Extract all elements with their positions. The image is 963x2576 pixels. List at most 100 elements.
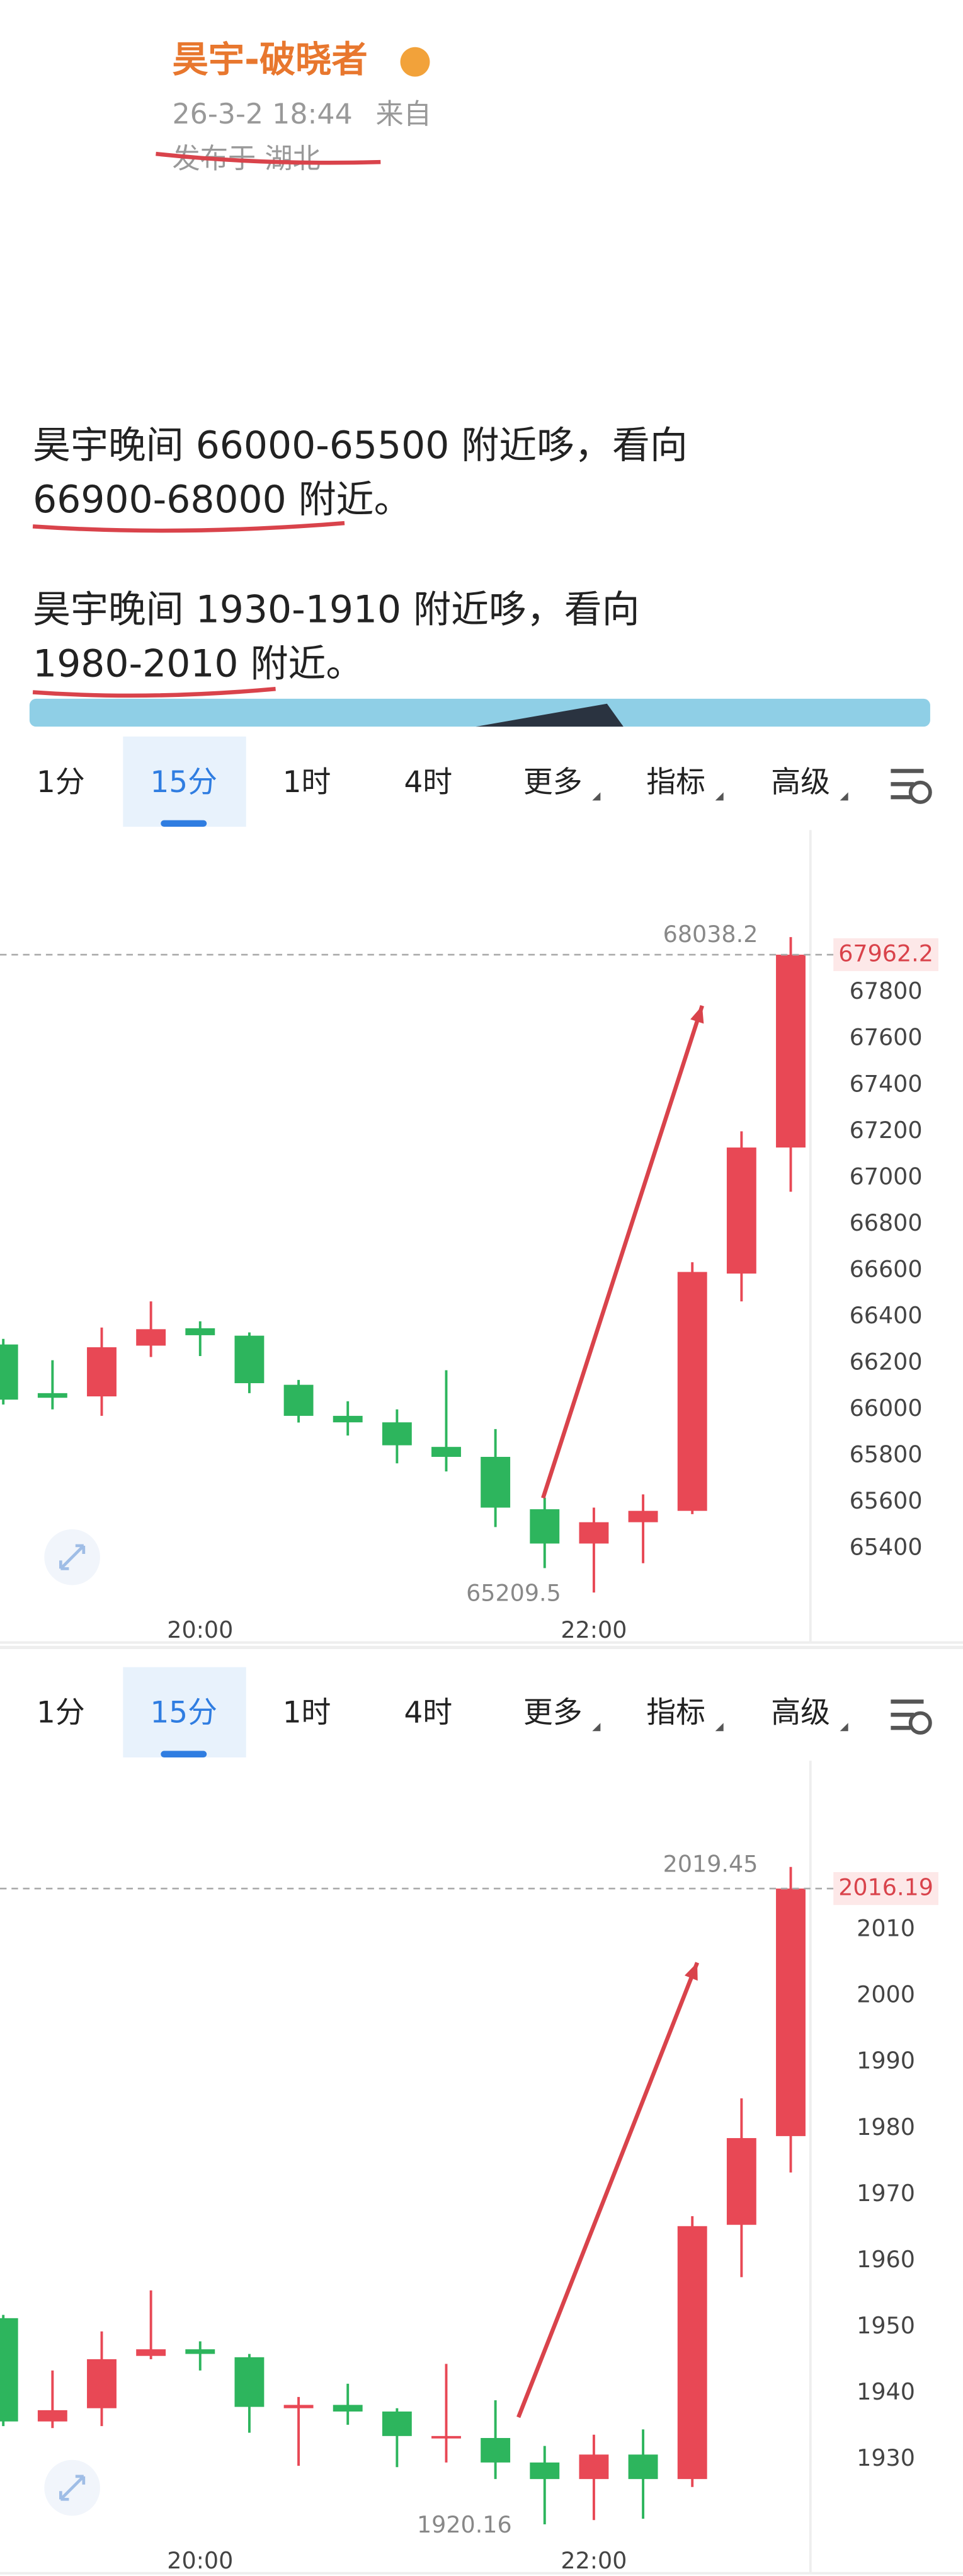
post-source: 来自 xyxy=(375,98,431,130)
settings-icon[interactable] xyxy=(891,769,924,800)
y-tick-label: 1940 xyxy=(857,2378,915,2405)
tab-selected-bg xyxy=(123,1667,246,1757)
tab[interactable]: 1分 xyxy=(37,1696,85,1730)
tab[interactable]: 高级 xyxy=(771,1696,830,1730)
candle-body xyxy=(431,2435,461,2439)
candle-body xyxy=(776,1889,806,2136)
y-tick-label: 67400 xyxy=(850,1070,923,1097)
tab[interactable]: 15分 xyxy=(150,765,217,800)
dropdown-caret xyxy=(592,1723,601,1732)
candle-body xyxy=(136,2349,166,2356)
y-tick-label: 1930 xyxy=(857,2444,915,2471)
post-line: 1980-2010 附近。 xyxy=(33,641,363,686)
strike xyxy=(156,151,381,165)
y-tick-label: 66800 xyxy=(850,1209,923,1236)
tab[interactable]: 指标 xyxy=(646,765,705,800)
x-tick-label: 22:00 xyxy=(561,1616,627,1643)
username[interactable]: 昊宇-破晓者 xyxy=(173,38,368,81)
y-tick-label: 67800 xyxy=(850,977,923,1004)
badge xyxy=(400,47,430,77)
expand-icon xyxy=(59,2475,86,2501)
underline xyxy=(32,687,276,698)
dropdown-caret xyxy=(715,792,724,801)
underline xyxy=(32,520,345,533)
settings-icon[interactable] xyxy=(891,1699,924,1730)
tab-indicator xyxy=(161,820,207,827)
y-tick-label: 1960 xyxy=(857,2246,915,2273)
candle-body xyxy=(579,1522,609,1544)
candle-body xyxy=(628,2454,658,2480)
max-price-label: 2019.45 xyxy=(663,1851,758,1878)
dropdown-caret xyxy=(715,1723,724,1732)
candle-body xyxy=(0,1344,18,1400)
candle-body xyxy=(382,2411,412,2436)
annotation-arrowhead xyxy=(684,1962,698,1981)
candle-body xyxy=(283,2405,314,2408)
y-tick-label: 67600 xyxy=(850,1024,923,1051)
post-line: 昊宇晚间 66000-65500 附近哆，看向 xyxy=(33,423,688,468)
candle-body xyxy=(382,1422,412,1446)
last-price-tag xyxy=(833,1872,938,1906)
candle-body xyxy=(234,2357,265,2407)
settings-icon-gear[interactable] xyxy=(908,1711,932,1735)
dropdown-caret xyxy=(840,792,848,801)
y-tick-label: 1970 xyxy=(857,2180,915,2207)
y-tick-label: 2010 xyxy=(857,1915,915,1942)
candle-body xyxy=(481,2438,511,2463)
image-detail xyxy=(476,703,624,727)
candle-body xyxy=(726,2138,756,2225)
tab[interactable]: 指标 xyxy=(646,1696,705,1730)
candle-body xyxy=(37,1393,67,1398)
min-price-label: 65209.5 xyxy=(466,1579,561,1606)
tab[interactable]: 1时 xyxy=(283,1696,331,1730)
min-price-label: 1920.16 xyxy=(417,2511,512,2538)
candle-body xyxy=(185,1328,215,1335)
candle-body xyxy=(579,2454,609,2480)
candle-body xyxy=(87,1347,117,1397)
tab[interactable]: 4时 xyxy=(404,1696,452,1730)
y-tick-label: 67000 xyxy=(850,1163,923,1190)
annotation-arrow xyxy=(516,1962,700,2418)
candle-body xyxy=(333,1415,363,1423)
tab-indicator xyxy=(161,1751,207,1757)
y-tick-label: 2000 xyxy=(857,1981,915,2008)
tab[interactable]: 1分 xyxy=(37,765,85,800)
last-price-tag xyxy=(833,938,938,972)
dropdown-caret xyxy=(840,1723,848,1732)
candle-body xyxy=(628,1510,658,1522)
candle-body xyxy=(726,1147,756,1274)
candle-body xyxy=(283,1384,314,1416)
tab[interactable]: 更多 xyxy=(523,1696,583,1730)
candle-body xyxy=(234,1335,265,1384)
candle-body xyxy=(481,1456,511,1508)
image-strip[interactable] xyxy=(29,698,930,727)
settings-icon-gear[interactable] xyxy=(908,780,932,804)
post-time: 26-3-2 18:44 xyxy=(173,98,353,130)
x-tick-label: 20:00 xyxy=(167,2547,233,2574)
tab[interactable]: 更多 xyxy=(523,765,583,800)
post-line: 66900-68000 附近。 xyxy=(33,478,411,522)
tab-selected-bg xyxy=(123,736,246,827)
y-tick-label: 65800 xyxy=(850,1441,923,1468)
candle-body xyxy=(185,2349,215,2354)
y-tick-label: 66200 xyxy=(850,1348,923,1376)
y-tick-label: 65400 xyxy=(850,1534,923,1561)
y-tick-label: 1950 xyxy=(857,2312,915,2339)
tab[interactable]: 1时 xyxy=(283,765,331,800)
candle-body xyxy=(530,1509,560,1544)
candle-body xyxy=(333,2405,363,2412)
y-tick-label: 1990 xyxy=(857,2047,915,2074)
tab[interactable]: 4时 xyxy=(404,765,452,800)
tab[interactable]: 15分 xyxy=(150,1696,217,1730)
tab[interactable]: 高级 xyxy=(771,765,830,800)
dropdown-caret xyxy=(592,792,601,801)
last-price-label: 2016.19 xyxy=(838,1874,933,1901)
max-price-label: 68038.2 xyxy=(663,921,758,948)
x-tick-label: 20:00 xyxy=(167,1616,233,1643)
y-tick-label: 67200 xyxy=(850,1117,923,1144)
x-tick-label: 22:00 xyxy=(561,2547,627,2574)
y-tick-label: 65600 xyxy=(850,1487,923,1514)
candle-body xyxy=(37,2410,67,2422)
